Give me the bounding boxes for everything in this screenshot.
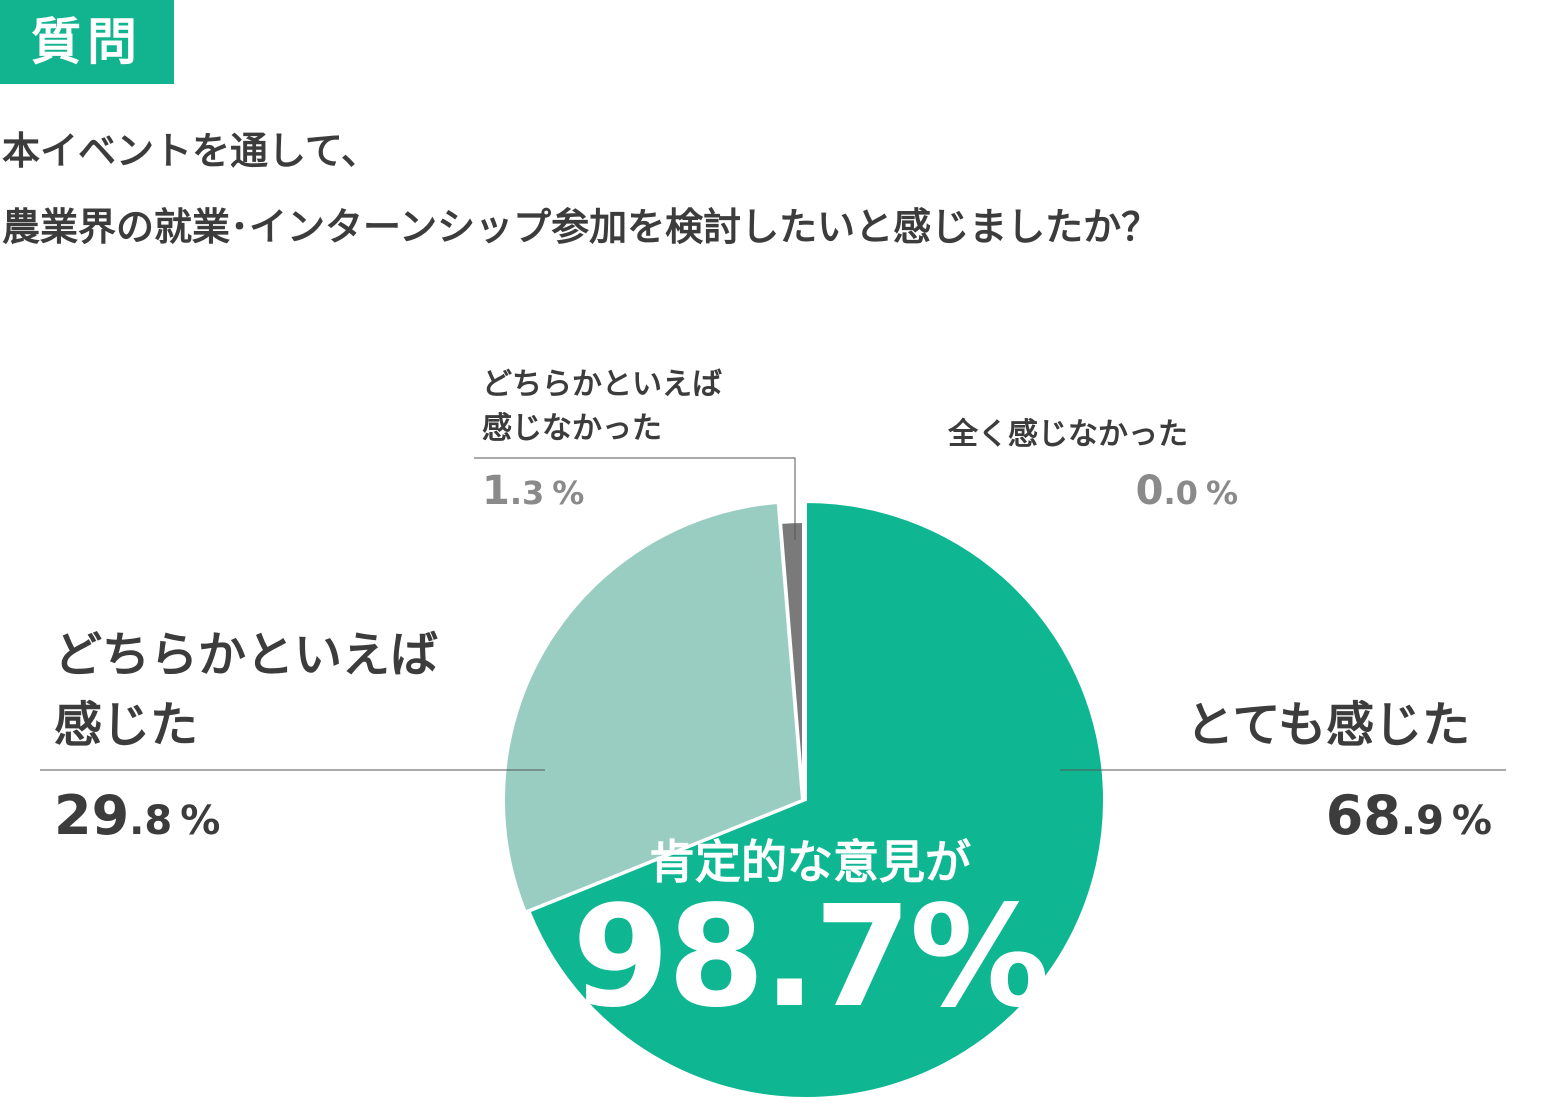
pct-none: 0.0% (1136, 468, 1238, 514)
question-line-1: 本イベントを通して、 (2, 129, 379, 173)
leader-line-someno (474, 457, 796, 540)
pct-very-dec: .9 (1400, 798, 1444, 844)
pct-someno: 1.3% (482, 468, 584, 514)
summary-caption: 肯定的な意見が (649, 835, 971, 889)
label-someno-line1: どちらかといえば (482, 367, 722, 402)
label-some-line2: 感じた (54, 697, 199, 753)
pct-some: 29.8% (54, 784, 220, 847)
pct-very-int: 68 (1325, 784, 1401, 847)
pct-none-sym: % (1205, 474, 1238, 512)
question-line-2: 農業界の就業･インターンシップ参加を検討したいと感じましたか？ (2, 205, 1160, 249)
pct-some-int: 29 (54, 784, 130, 847)
label-very: とても感じた (1186, 697, 1471, 753)
slice-very (528, 500, 1105, 1099)
pct-someno-sym: % (552, 474, 585, 512)
pct-someno-dec: .3 (509, 474, 545, 512)
slice-some (503, 501, 804, 913)
pct-some-sym: % (180, 798, 221, 844)
pct-someno-int: 1 (482, 468, 510, 514)
label-someno-line2: 感じなかった (482, 411, 662, 446)
label-none: 全く感じなかった (948, 417, 1188, 452)
pct-very-sym: % (1451, 798, 1492, 844)
label-some-line1: どちらかといえば (54, 627, 439, 683)
pct-none-dec: .0 (1163, 474, 1198, 512)
slice-someno (780, 520, 804, 791)
pct-none-int: 0 (1135, 468, 1164, 514)
question-badge: 質問 (0, 0, 174, 84)
pct-very: 68.9% (1326, 784, 1492, 847)
pct-some-dec: .8 (129, 798, 173, 844)
summary-value: 98.7% (572, 876, 1050, 1039)
